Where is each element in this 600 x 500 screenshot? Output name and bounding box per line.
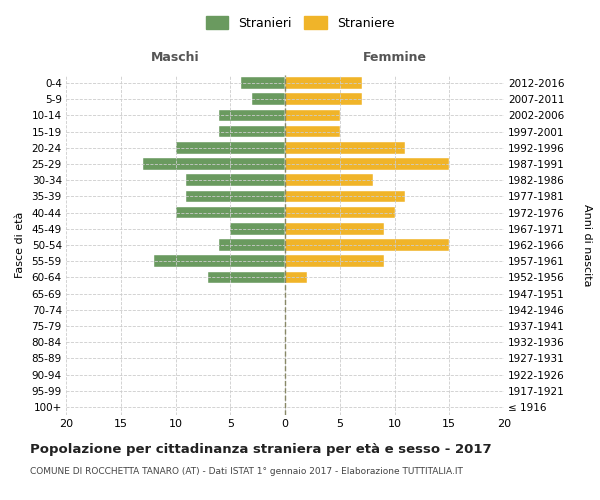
Bar	[175, 207, 285, 218]
Bar	[285, 158, 449, 170]
Text: Popolazione per cittadinanza straniera per età e sesso - 2017: Popolazione per cittadinanza straniera p…	[30, 442, 491, 456]
Text: Femmine: Femmine	[362, 50, 427, 64]
Bar	[220, 239, 285, 251]
Bar	[285, 272, 307, 283]
Bar	[285, 223, 383, 234]
Text: COMUNE DI ROCCHETTA TANARO (AT) - Dati ISTAT 1° gennaio 2017 - Elaborazione TUTT: COMUNE DI ROCCHETTA TANARO (AT) - Dati I…	[30, 468, 463, 476]
Bar	[285, 94, 362, 105]
Bar	[208, 272, 285, 283]
Bar	[154, 256, 285, 267]
Bar	[187, 190, 285, 202]
Y-axis label: Fasce di età: Fasce di età	[14, 212, 25, 278]
Bar	[143, 158, 285, 170]
Bar	[285, 190, 406, 202]
Legend: Stranieri, Straniere: Stranieri, Straniere	[201, 11, 399, 35]
Bar	[285, 110, 340, 122]
Text: Maschi: Maschi	[151, 50, 200, 64]
Bar	[220, 110, 285, 122]
Bar	[285, 78, 362, 89]
Bar	[285, 126, 340, 138]
Bar	[285, 174, 373, 186]
Bar	[187, 174, 285, 186]
Bar	[230, 223, 285, 234]
Bar	[175, 142, 285, 154]
Bar	[241, 78, 285, 89]
Bar	[285, 239, 449, 251]
Bar	[285, 256, 383, 267]
Bar	[220, 126, 285, 138]
Bar	[285, 207, 395, 218]
Y-axis label: Anni di nascita: Anni di nascita	[581, 204, 592, 286]
Bar	[285, 142, 406, 154]
Bar	[252, 94, 285, 105]
